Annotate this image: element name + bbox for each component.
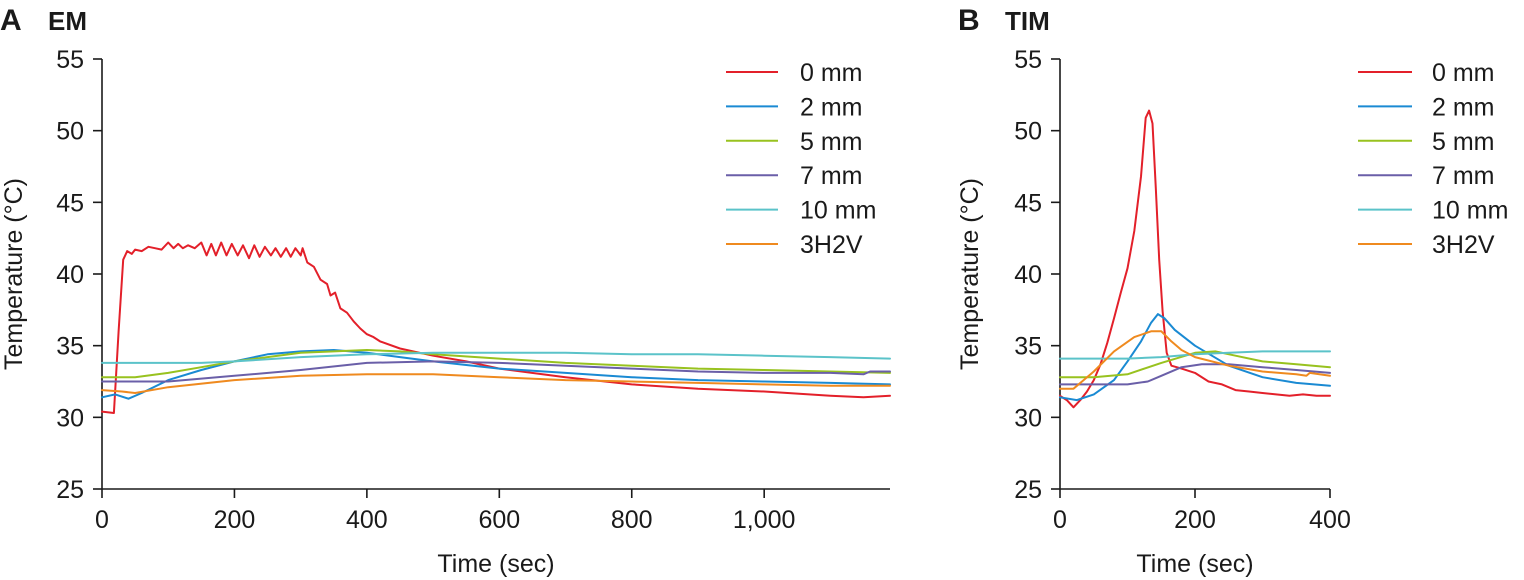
y-tick-label: 40 (1014, 261, 1042, 289)
legend-label: 3H2V (800, 231, 863, 259)
y-tick-label: 55 (1014, 46, 1042, 74)
panel-letter: A (0, 4, 22, 37)
y-tick-label: 45 (1014, 189, 1042, 217)
y-tick-label: 50 (1014, 118, 1042, 146)
y-tick-label: 45 (56, 189, 84, 217)
series-line-5-mm (1059, 350, 1331, 379)
x-tick-label: 400 (1309, 506, 1351, 534)
legend-label: 5 mm (800, 128, 863, 156)
y-axis-label: Temperature (°C) (956, 178, 984, 370)
panel-letter: B (958, 4, 980, 37)
series-line-5-mm (101, 349, 891, 379)
series-line-2-mm (1059, 313, 1331, 402)
x-tick-label: 200 (214, 506, 256, 534)
legend-label: 10 mm (800, 197, 876, 225)
legend-label: 10 mm (1432, 197, 1508, 225)
y-tick-label: 25 (56, 476, 84, 504)
series-line-0-mm (101, 241, 891, 414)
legend: 0 mm 2 mm 5 mm 7 mm 10 mm 3H2V (726, 59, 876, 259)
legend-label: 7 mm (800, 162, 863, 190)
legend-label: 2 mm (1432, 93, 1495, 121)
legend: 0 mm 2 mm 5 mm 7 mm 10 mm 3H2V (1358, 59, 1508, 259)
x-axis-label: Time (sec) (1136, 550, 1253, 578)
legend-label: 0 mm (1432, 59, 1495, 87)
y-tick-label: 40 (56, 261, 84, 289)
series-line-10-mm (101, 351, 891, 364)
panel-b: B TIM 25 30 35 40 45 50 55 0 200 400 Temperature (°C… (956, 4, 1508, 578)
panel-title: EM (48, 6, 87, 36)
panel-title: TIM (1005, 6, 1050, 36)
y-axis-label: Temperature (°C) (0, 178, 28, 370)
y-tick-label: 35 (1014, 333, 1042, 361)
series-line-3h2v (101, 373, 891, 394)
x-tick-label: 200 (1174, 506, 1216, 534)
legend-label: 7 mm (1432, 162, 1495, 190)
series-line-7-mm (101, 360, 891, 383)
y-tick-label: 50 (56, 118, 84, 146)
legend-label: 5 mm (1432, 128, 1495, 156)
legend-label: 0 mm (800, 59, 863, 87)
x-tick-label: 600 (478, 506, 520, 534)
y-tick-label: 25 (1014, 476, 1042, 504)
y-tick-label: 55 (56, 46, 84, 74)
y-tick-label: 30 (56, 404, 84, 432)
legend-label: 3H2V (1432, 231, 1495, 259)
panel-a: A EM 25 30 35 40 45 50 55 0 200 400 600 800 1,000 Tempe… (0, 4, 891, 578)
legend-label: 2 mm (800, 93, 863, 121)
x-tick-label: 1,000 (733, 506, 796, 534)
y-tick-label: 30 (1014, 404, 1042, 432)
series-line-10-mm (1059, 350, 1331, 360)
series-line-3h2v (1059, 330, 1331, 390)
x-axis-label: Time (sec) (437, 550, 554, 578)
series-line-0-mm (1059, 109, 1331, 409)
series-line-7-mm (1059, 363, 1331, 386)
x-tick-label: 0 (95, 506, 109, 534)
x-tick-label: 800 (611, 506, 653, 534)
y-tick-label: 35 (56, 333, 84, 361)
x-tick-label: 400 (346, 506, 388, 534)
x-tick-label: 0 (1053, 506, 1067, 534)
